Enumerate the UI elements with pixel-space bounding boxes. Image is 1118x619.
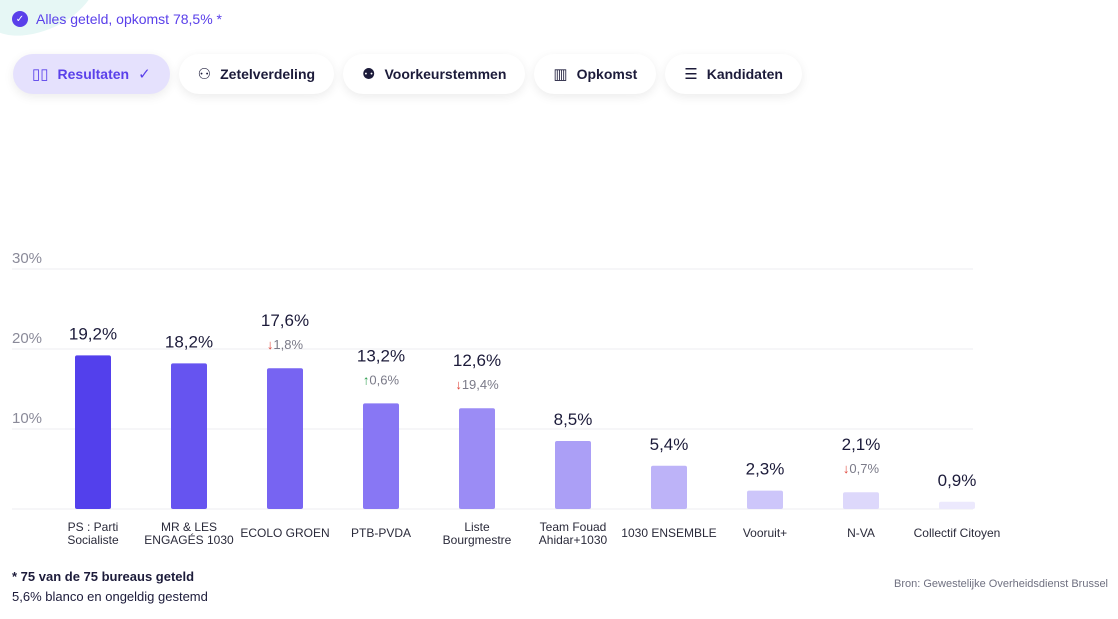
category-label: Team Fouad [540, 520, 607, 534]
bar [651, 465, 687, 509]
blanco-note: 5,6% blanco en ongeldig gestemd [12, 589, 208, 604]
category-label: Vooruit+ [743, 526, 787, 540]
category-label: Socialiste [67, 533, 119, 547]
y-tick-label: 30% [12, 250, 42, 267]
category-label: Liste [464, 520, 490, 534]
arrow-up-icon: ↑ [363, 372, 370, 387]
bar [171, 363, 207, 509]
tab-voorkeurstemmen[interactable]: ⚉ Voorkeurstemmen [343, 54, 526, 94]
category-label: ENGAGÉS 1030 [144, 532, 234, 547]
change-label: ↑0,6% [363, 372, 400, 387]
arrow-down-icon: ↓ [267, 337, 274, 352]
value-label: 0,9% [938, 471, 977, 490]
bar [843, 492, 879, 509]
value-label: 19,2% [69, 324, 117, 343]
change-value: 1,8% [273, 337, 303, 352]
value-label: 12,6% [453, 351, 501, 370]
change-label: ↓19,4% [455, 377, 499, 392]
bar [939, 501, 975, 509]
change-label: ↓0,7% [843, 461, 880, 476]
category-label: Ahidar+1030 [539, 533, 608, 547]
check-circle-icon: ✓ [12, 11, 28, 27]
change-value: 19,4% [462, 377, 499, 392]
tab-label: Opkomst [576, 66, 638, 82]
y-tick-label: 10% [12, 410, 42, 427]
value-label: 13,2% [357, 346, 405, 365]
tab-zetelverdeling[interactable]: ⚇ Zetelverdeling [178, 54, 335, 94]
y-tick-label: 20% [12, 330, 42, 347]
bar [747, 490, 783, 509]
list-icon: ☰ [684, 66, 698, 83]
map-icon: ▥ [553, 66, 568, 83]
status-line: ✓ Alles geteld, opkomst 78,5% * [12, 11, 222, 27]
status-text: Alles geteld, opkomst 78,5% * [36, 11, 222, 27]
circles-icon: ⚇ [197, 66, 212, 83]
bar-chart-icon: ▯▯ [32, 66, 49, 83]
value-label: 5,4% [650, 435, 689, 454]
arrow-down-icon: ↓ [455, 377, 462, 392]
category-label: ECOLO GROEN [240, 526, 329, 540]
change-value: 0,6% [369, 372, 399, 387]
tab-label: Resultaten [57, 66, 130, 82]
tab-bar: ▯▯ Resultaten ✓ ⚇ Zetelverdeling ⚉ Voorkeurs… [13, 54, 802, 94]
category-label: N-VA [847, 526, 875, 540]
category-label: 1030 ENSEMBLE [621, 526, 716, 540]
value-label: 8,5% [554, 410, 593, 429]
category-label: PTB-PVDA [351, 526, 411, 540]
people-icon: ⚉ [362, 66, 376, 83]
tab-resultaten[interactable]: ▯▯ Resultaten ✓ [13, 54, 170, 94]
tab-label: Voorkeurstemmen [384, 66, 507, 82]
bar [555, 441, 591, 509]
bar [363, 403, 399, 509]
value-label: 2,3% [746, 460, 785, 479]
tab-label: Zetelverdeling [220, 66, 316, 82]
category-label: Bourgmestre [443, 533, 512, 547]
bar [75, 355, 111, 509]
category-label: MR & LES [161, 520, 217, 534]
tab-kandidaten[interactable]: ☰ Kandidaten [665, 54, 802, 94]
category-label: Collectif Citoyen [914, 526, 1001, 540]
tab-label: Kandidaten [706, 66, 783, 82]
checkmark-icon: ✓ [138, 66, 151, 83]
change-label: ↓1,8% [267, 337, 304, 352]
tab-opkomst[interactable]: ▥ Opkomst [534, 54, 657, 94]
value-label: 18,2% [165, 332, 213, 351]
value-label: 2,1% [842, 435, 881, 454]
bar [267, 368, 303, 509]
category-label: PS : Parti [68, 520, 119, 534]
change-value: 0,7% [849, 461, 879, 476]
counted-note: * 75 van de 75 bureaus geteld [12, 569, 195, 584]
source-note: Bron: Gewestelijke Overheidsdienst Bruss… [894, 578, 1108, 590]
arrow-down-icon: ↓ [843, 461, 850, 476]
value-label: 17,6% [261, 311, 309, 330]
bar [459, 408, 495, 509]
